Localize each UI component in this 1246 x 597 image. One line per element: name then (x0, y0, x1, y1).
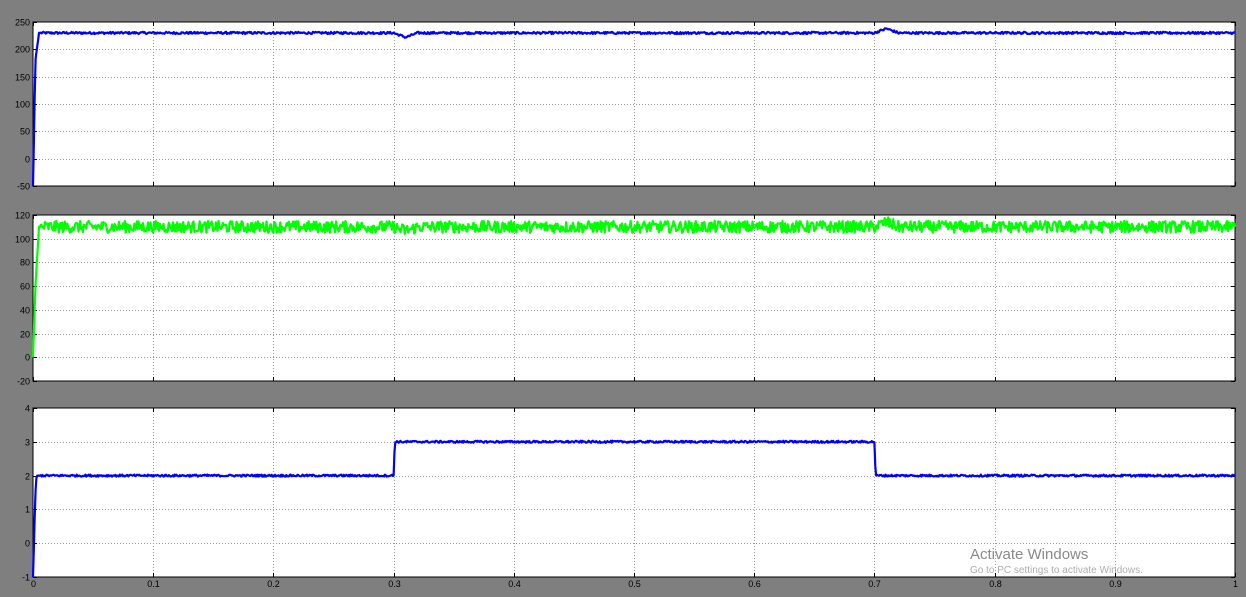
y-tick-label: 2 (25, 472, 30, 482)
y-tick-label: 150 (15, 73, 30, 83)
y-tick-label: 200 (15, 45, 30, 55)
watermark-subtitle: Go to PC settings to activate Windows. (970, 565, 1143, 576)
x-tick-label: 0.2 (267, 579, 280, 589)
y-tick-label: 60 (20, 282, 30, 292)
x-tick-label: 0.6 (748, 579, 761, 589)
y-tick-label: 3 (25, 438, 30, 448)
x-tick-label: 0 (31, 579, 36, 589)
y-tick-label: 120 (15, 211, 30, 221)
y-tick-label: 50 (20, 127, 30, 137)
y-tick-label: 250 (15, 18, 30, 28)
signal-line (31, 216, 1237, 358)
y-tick-label: 1 (25, 505, 30, 515)
y-tick-label: -20 (17, 377, 30, 387)
y-tick-label: 80 (20, 258, 30, 268)
scope-panel-2: -20 0 20 40 60 80 100 120 (15, 211, 1237, 387)
x-tick-label: 0.3 (388, 579, 401, 589)
x-tick-label: 0.8 (989, 579, 1002, 589)
y-tick-label: 20 (20, 330, 30, 340)
x-tick-label: 0.5 (628, 579, 641, 589)
y-tick-label: -50 (17, 182, 30, 192)
y-tick-label: 100 (15, 235, 30, 245)
x-tick-label: 1 (1233, 579, 1238, 589)
y-tick-label: 4 (25, 404, 30, 414)
x-tick-label: 0.9 (1109, 579, 1122, 589)
scope-panel-1: -50 0 50 100 150 200 250 (15, 18, 1236, 192)
activate-windows-watermark: Activate Windows Go to PC settings to ac… (970, 547, 1143, 576)
y-tick-label: 0 (25, 155, 30, 165)
signal-line (31, 27, 1236, 187)
y-tick-label: 40 (20, 306, 30, 316)
signal-line (31, 439, 1236, 578)
y-tick-label: 0 (25, 353, 30, 363)
x-tick-label: 0.7 (868, 579, 881, 589)
x-tick-label: 0.4 (508, 579, 521, 589)
x-tick-label: 0.1 (147, 579, 160, 589)
y-tick-label: -1 (22, 573, 30, 583)
watermark-title: Activate Windows (970, 546, 1089, 563)
y-tick-label: 0 (25, 539, 30, 549)
y-tick-label: 100 (15, 100, 30, 110)
